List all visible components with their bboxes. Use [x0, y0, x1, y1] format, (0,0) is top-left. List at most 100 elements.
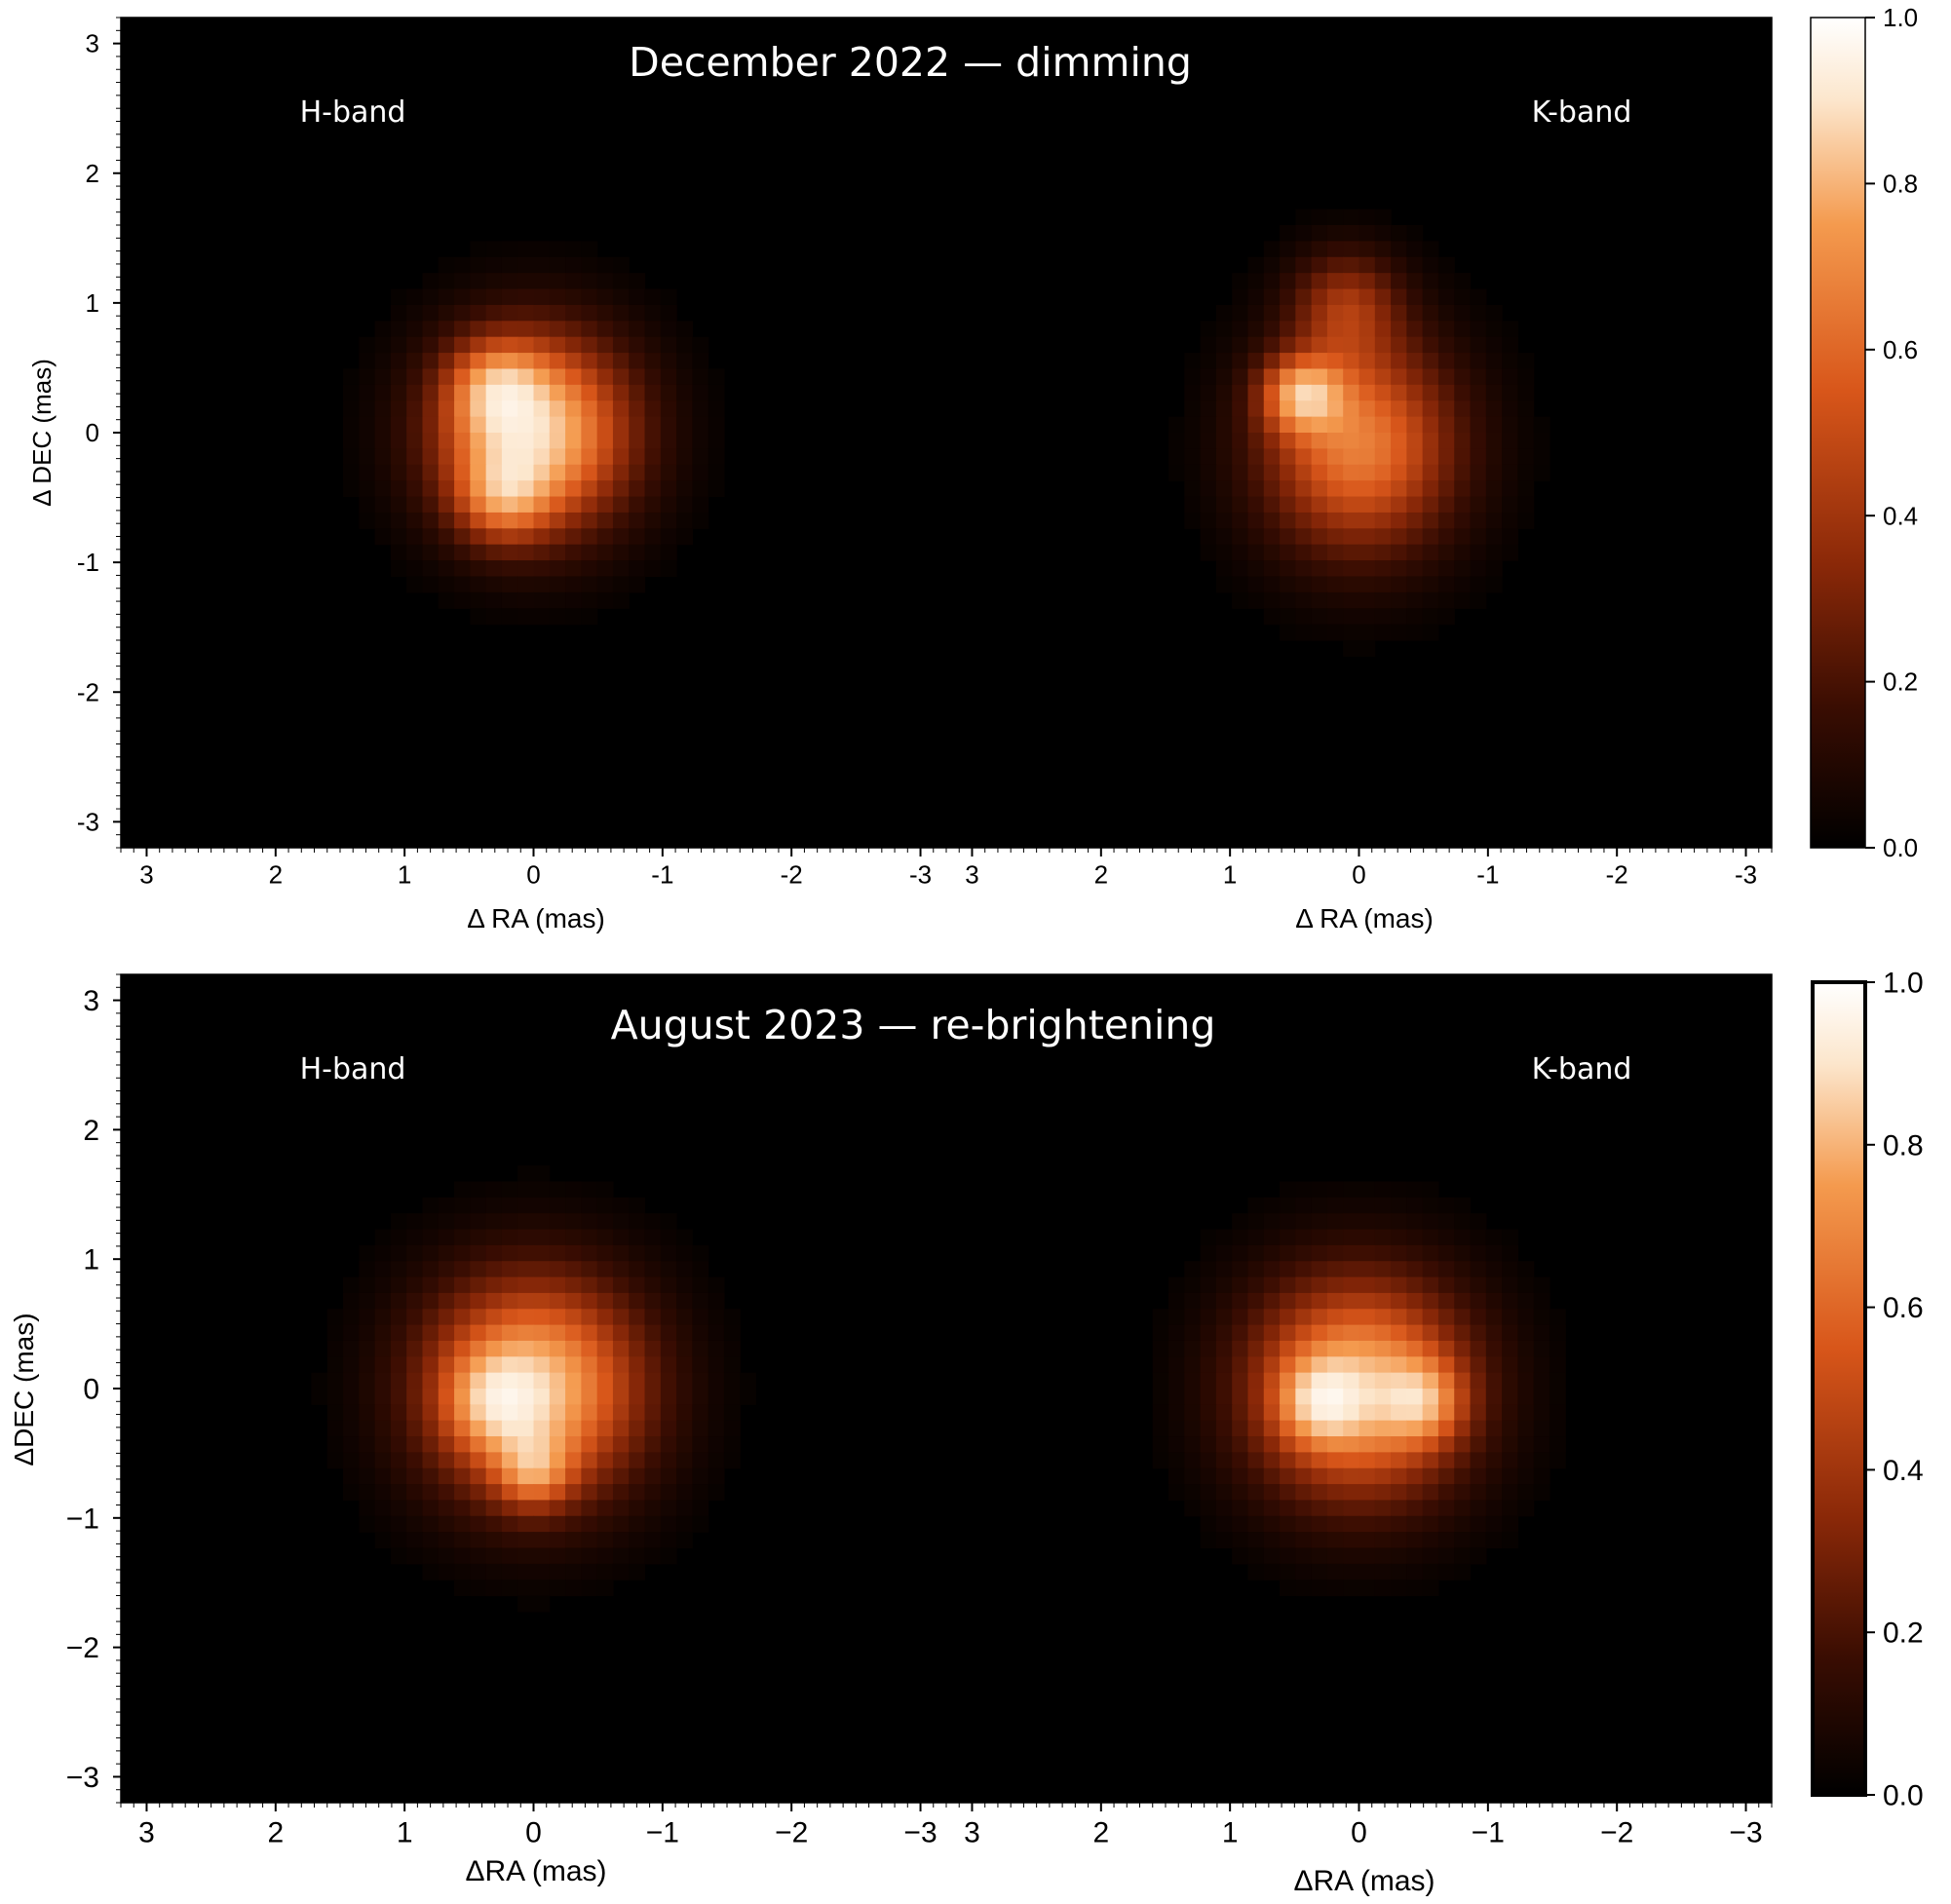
heatmap-cell	[1295, 1181, 1313, 1199]
heatmap-cell	[454, 464, 471, 481]
heatmap-cell	[359, 1436, 376, 1453]
heatmap-cell	[1454, 336, 1472, 354]
heatmap-cell	[1406, 1340, 1424, 1357]
heatmap-cell	[1326, 433, 1344, 449]
heatmap-cell	[1295, 336, 1313, 354]
heatmap-cell	[660, 1261, 677, 1278]
heatmap-cell	[1311, 480, 1328, 498]
heatmap-cell	[343, 464, 360, 481]
heatmap-cell	[1311, 433, 1328, 449]
heatmap-cell	[1391, 433, 1407, 449]
heatmap-cell	[1311, 544, 1328, 561]
x-tick-label: 2	[1092, 1817, 1109, 1849]
heatmap-cell	[485, 528, 503, 546]
heatmap-cell	[422, 400, 440, 418]
heatmap-cell	[1517, 1372, 1535, 1390]
heatmap-cell	[517, 1181, 535, 1199]
heatmap-cell	[374, 368, 392, 386]
heatmap-cell	[676, 400, 693, 418]
heatmap-cell	[470, 353, 487, 370]
heatmap-cell	[1263, 1547, 1281, 1565]
heatmap-cell	[676, 1500, 693, 1517]
heatmap-cell	[406, 1372, 424, 1390]
heatmap-cell	[406, 1261, 424, 1278]
heatmap-cell	[596, 1436, 614, 1453]
heatmap-cell	[596, 560, 614, 578]
heatmap-cell	[1517, 1467, 1535, 1485]
heatmap-cell	[1502, 1309, 1518, 1326]
heatmap-cell	[422, 433, 440, 449]
heatmap-cell	[390, 1356, 407, 1374]
heatmap-cell	[1517, 464, 1535, 481]
heatmap-cell	[1437, 321, 1455, 338]
heatmap-cell	[533, 448, 551, 466]
heatmap-cell	[1326, 1356, 1344, 1374]
heatmap-cell	[581, 1389, 598, 1405]
heatmap-cell	[1485, 433, 1503, 449]
heatmap-cell	[1485, 1500, 1503, 1517]
heatmap-cell	[390, 544, 407, 561]
heatmap-cell	[1502, 1356, 1518, 1374]
heatmap-cell	[454, 1580, 471, 1597]
heatmap-cell	[1295, 464, 1313, 481]
heatmap-cell	[1437, 1389, 1455, 1405]
heatmap-cell	[1358, 1181, 1376, 1199]
heatmap-cell	[1406, 384, 1424, 401]
heatmap-cell	[1485, 512, 1503, 529]
heatmap-cell	[1295, 576, 1313, 593]
heatmap-cell	[343, 1467, 360, 1485]
heatmap-cell	[485, 288, 503, 306]
heatmap-cell	[565, 433, 582, 449]
heatmap-cell	[1470, 353, 1487, 370]
heatmap-cell	[1406, 496, 1424, 514]
heatmap-cell	[359, 1420, 376, 1437]
heatmap-cell	[406, 448, 424, 466]
heatmap-cell	[1263, 496, 1281, 514]
heatmap-cell	[359, 1515, 376, 1533]
heatmap-cell	[1343, 1389, 1360, 1405]
heatmap-cell	[676, 512, 693, 529]
heatmap-cell	[581, 512, 598, 529]
heatmap-cell	[644, 1452, 662, 1469]
heatmap-cell	[517, 256, 535, 274]
heatmap-cell	[406, 433, 424, 449]
heatmap-cell	[1502, 400, 1518, 418]
heatmap-cell	[1232, 1420, 1249, 1437]
heatmap-cell	[374, 1229, 392, 1246]
heatmap-cell	[1326, 1580, 1344, 1597]
top-title: December 2022 — dimming	[629, 39, 1192, 86]
heatmap-cell	[1326, 1547, 1344, 1565]
heatmap-cell	[485, 1500, 503, 1517]
heatmap-cell	[517, 304, 535, 322]
heatmap-cell	[1326, 528, 1344, 546]
heatmap-cell	[1200, 448, 1217, 466]
heatmap-cell	[1263, 1436, 1281, 1453]
heatmap-cell	[1280, 368, 1296, 386]
heatmap-cell	[1247, 1563, 1265, 1580]
heatmap-cell	[1406, 1389, 1424, 1405]
heatmap-cell	[612, 416, 630, 434]
heatmap-cell	[1232, 528, 1249, 546]
heatmap-cell	[1343, 1484, 1360, 1502]
heatmap-cell	[1263, 1404, 1281, 1422]
heatmap-cell	[660, 1532, 677, 1549]
heatmap-cell	[454, 1515, 471, 1533]
heatmap-cell	[1343, 1340, 1360, 1357]
heatmap-cell	[1311, 1261, 1328, 1278]
heatmap-cell	[422, 1276, 440, 1294]
heatmap-cell	[485, 1532, 503, 1549]
heatmap-cell	[533, 1261, 551, 1278]
heatmap-cell	[565, 576, 582, 593]
heatmap-cell	[1311, 353, 1328, 370]
heatmap-cell	[1533, 1452, 1550, 1469]
heatmap-cell	[1326, 1340, 1344, 1357]
heatmap-cell	[1343, 1324, 1360, 1342]
heatmap-cell	[1485, 528, 1503, 546]
heatmap-cell	[1391, 1484, 1407, 1502]
heatmap-cell	[1280, 433, 1296, 449]
heatmap-cell	[1280, 1244, 1296, 1262]
heatmap-cell	[438, 591, 455, 609]
heatmap-cell	[501, 1563, 518, 1580]
heatmap-cell	[1549, 1356, 1566, 1374]
heatmap-cell	[1517, 1436, 1535, 1453]
